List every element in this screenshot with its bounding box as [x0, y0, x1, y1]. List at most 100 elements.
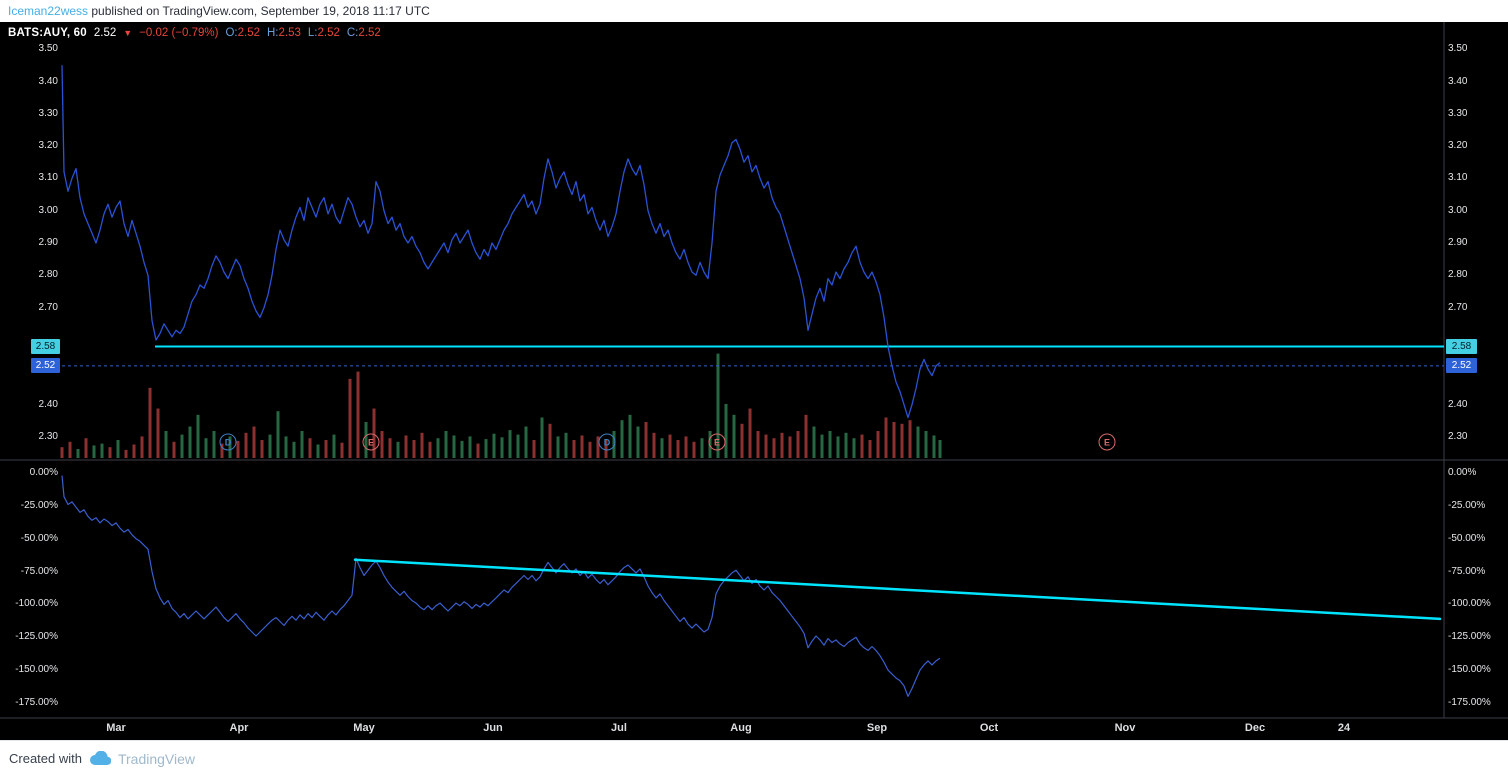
volume-bar [60, 447, 64, 458]
volume-bar [828, 431, 832, 458]
volume-bar [836, 436, 840, 458]
trendline[interactable] [353, 558, 1442, 621]
volume-bar [580, 435, 584, 458]
volume-bar [524, 426, 528, 458]
volume-bar [124, 449, 128, 458]
volume-bar [516, 434, 520, 458]
volume-bar [364, 422, 368, 458]
event-marker-D[interactable]: D [219, 433, 237, 451]
volume-bar [812, 426, 816, 458]
axis-tick-label: 3.30 [38, 108, 58, 119]
event-marker-letter: E [1104, 438, 1110, 448]
volume-bar [772, 438, 776, 458]
volume-bar [276, 411, 280, 458]
volume-bar [868, 440, 872, 458]
volume-bar [172, 441, 176, 458]
volume-bar [804, 414, 808, 458]
axis-tick-label: -100.00% [15, 598, 58, 609]
volume-bar [644, 422, 648, 458]
axis-tick-label: 2.90 [1448, 237, 1468, 248]
price-badge-252-left: 2.52 [31, 358, 60, 374]
symbol-title: BATS:AUY, 60 [8, 27, 87, 39]
ohlc-c: C:2.52 [346, 27, 381, 39]
event-marker-circle [219, 433, 237, 451]
volume-bar [356, 371, 360, 458]
event-marker-D[interactable]: D [598, 433, 616, 451]
volume-bar [532, 440, 536, 458]
ohlc-l: L:2.52 [307, 27, 340, 39]
ohlc-values: O:2.52 H:2.53 L:2.52 C:2.52 [225, 27, 380, 39]
price-scale-left[interactable]: 3.50 3.40 3.30 3.20 3.10 3.00 2.90 2.80 2.70 2.40… [0, 22, 58, 740]
volume-bar [308, 438, 312, 458]
volume-bar [716, 353, 720, 458]
price-scale-right[interactable]: 3.50 3.40 3.30 3.20 3.10 3.00 2.90 2.80 2.70 2.40… [1448, 22, 1508, 740]
axis-tick-label: 3.20 [38, 140, 58, 151]
volume-bar [476, 443, 480, 458]
volume-bar [628, 414, 632, 458]
volume-bar [140, 436, 144, 458]
axis-tick-label: 3.50 [38, 43, 58, 54]
volume-bar [876, 431, 880, 458]
axis-tick-label: -50.00% [1448, 533, 1486, 544]
volume-bar [228, 436, 232, 458]
volume-bar [732, 414, 736, 458]
publisher-username-link[interactable]: Iceman22wess [8, 4, 89, 18]
volume-bar [892, 422, 896, 458]
tradingview-brand-link[interactable]: TradingView [117, 750, 196, 767]
event-marker-E[interactable]: E [362, 433, 380, 451]
volume-bar [924, 431, 928, 458]
axis-tick-label: -75.00% [20, 566, 58, 577]
volume-bar [756, 431, 760, 458]
volume-bar [660, 438, 664, 458]
event-marker-E[interactable]: E [708, 433, 726, 451]
volume-bar [412, 440, 416, 458]
price-change: −0.02 (−0.79%) [139, 27, 219, 39]
price-badge-252-right: 2.52 [1446, 358, 1477, 374]
volume-bar [92, 445, 96, 458]
time-axis-label: 24 [1337, 722, 1351, 734]
publish-header: Iceman22wess published on TradingView.co… [0, 0, 1508, 22]
event-marker-circle [1098, 433, 1116, 451]
event-marker-letter: E [368, 438, 374, 448]
volume-bar [300, 431, 304, 458]
volume-bar [188, 426, 192, 458]
volume-bar [684, 436, 688, 458]
axis-tick-label: -125.00% [15, 631, 58, 642]
volume-bar [212, 431, 216, 458]
volume-bar [252, 426, 256, 458]
volume-bar [292, 441, 296, 458]
volume-bar [348, 378, 352, 458]
time-axis-label: Oct [979, 722, 999, 734]
axis-tick-label: 3.50 [1448, 43, 1468, 54]
axis-tick-label: -25.00% [1448, 500, 1486, 511]
axis-tick-label: 2.70 [1448, 302, 1468, 313]
volume-bar [404, 435, 408, 458]
volume-bar [76, 449, 80, 458]
axis-tick-label: 2.80 [1448, 269, 1468, 280]
tradingview-logo-icon[interactable] [89, 751, 111, 766]
volume-bar [724, 404, 728, 458]
volume-bar [564, 432, 568, 458]
axis-tick-label: 3.10 [1448, 172, 1468, 183]
axis-tick-label: 3.10 [38, 172, 58, 183]
volume-bar [468, 436, 472, 458]
footer-bar: Created with TradingView [0, 740, 1508, 776]
volume-bar [436, 438, 440, 458]
time-scale[interactable]: Mar Apr May Jun Jul Aug Sep Oct Nov Dec 24 [0, 720, 1508, 740]
volume-bar [220, 443, 224, 458]
volume-bar [380, 431, 384, 458]
time-axis-label: Jul [611, 722, 627, 734]
time-axis-label: Apr [229, 722, 249, 734]
volume-histogram [60, 353, 942, 458]
volume-bar [700, 438, 704, 458]
axis-tick-label: 3.00 [38, 205, 58, 216]
chart-area[interactable]: D E D E E BATS:AUY, 60 2.52 ▼ −0.02 (−0.79%)… [0, 22, 1508, 740]
volume-bar [740, 423, 744, 458]
axis-tick-label: 3.30 [1448, 108, 1468, 119]
event-marker-E[interactable]: E [1098, 433, 1116, 451]
volume-bar [452, 435, 456, 458]
volume-bar [636, 426, 640, 458]
time-axis-label: Sep [866, 722, 888, 734]
volume-bar [132, 444, 136, 458]
